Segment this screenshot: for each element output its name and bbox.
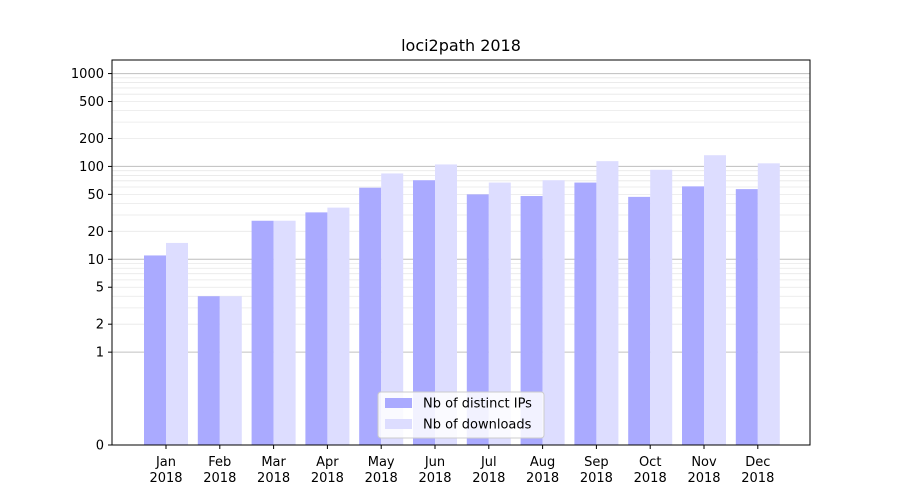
x-tick-label-month: Apr	[316, 455, 339, 470]
bar-distinct-ips-4	[359, 187, 382, 445]
x-tick-label-year: 2018	[149, 471, 182, 486]
x-tick-label-month: Jun	[424, 455, 445, 470]
bar-distinct-ips-9	[628, 196, 651, 445]
legend-box	[377, 391, 545, 439]
x-axis: Jan2018Feb2018Mar2018Apr2018May2018Jun20…	[149, 445, 774, 486]
x-tick-label-month: Aug	[530, 455, 555, 470]
x-tick-label-month: Sep	[584, 455, 609, 470]
bar-downloads-10	[704, 155, 726, 445]
plot-frame	[111, 59, 811, 446]
x-tick-label-month: Nov	[691, 455, 717, 470]
bar-downloads-9	[650, 169, 673, 445]
bar-distinct-ips-3	[305, 212, 328, 445]
bar-distinct-ips-7	[520, 196, 543, 445]
legend-swatch	[385, 398, 412, 408]
x-tick-label-year: 2018	[365, 471, 398, 486]
x-tick-label-year: 2018	[418, 471, 451, 486]
bar-downloads-1	[219, 296, 242, 445]
chart-title: loci2path 2018	[401, 36, 521, 55]
x-tick-label-month: Jan	[155, 455, 176, 470]
x-tick-label-month: Jul	[480, 455, 497, 470]
x-tick-label-year: 2018	[311, 471, 344, 486]
y-tick-label: 1	[96, 346, 104, 361]
bar-distinct-ips-2	[251, 220, 274, 445]
legend-label: Nb of downloads	[423, 418, 532, 433]
x-tick-label-month: Oct	[639, 455, 661, 470]
y-tick-label: 0	[96, 439, 104, 454]
x-tick-label-year: 2018	[526, 471, 559, 486]
bar-downloads-7	[542, 180, 565, 445]
x-tick-label-year: 2018	[687, 471, 720, 486]
legend: Nb of distinct IPs Nb of downloads	[377, 391, 545, 439]
y-tick-label: 100	[79, 160, 104, 175]
y-tick-label: 1000	[71, 67, 104, 82]
legend-swatch	[385, 419, 412, 429]
y-tick-label: 2	[96, 318, 104, 333]
bar-distinct-ips-10	[682, 186, 704, 445]
x-tick-label-year: 2018	[203, 471, 236, 486]
bar-downloads-3	[327, 207, 350, 445]
bar-downloads-6	[488, 182, 511, 445]
bar-distinct-ips-8	[574, 182, 597, 445]
bar-downloads-4	[381, 173, 404, 446]
bar-downloads-8	[596, 161, 619, 446]
x-tick-label-year: 2018	[634, 471, 667, 486]
bar-downloads-2	[273, 220, 296, 445]
y-axis: 0 1 2 5 10 20 50 100 200 500 1000	[71, 67, 112, 454]
legend-label: Nb of distinct IPs	[423, 397, 532, 412]
bar-downloads-0	[166, 242, 188, 445]
x-tick-label-year: 2018	[580, 471, 613, 486]
bar-distinct-ips-6	[466, 194, 489, 445]
bars	[144, 155, 780, 446]
y-tick-label: 5	[96, 281, 104, 296]
bar-downloads-5	[435, 164, 457, 446]
x-tick-label-month: May	[368, 455, 395, 470]
x-tick-label-month: Feb	[208, 455, 231, 470]
y-tick-label: 10	[87, 253, 104, 268]
x-tick-label-month: Dec	[745, 455, 770, 470]
x-tick-label-month: Mar	[261, 455, 286, 470]
bar-distinct-ips-1	[197, 296, 220, 445]
y-tick-label: 20	[87, 225, 104, 240]
bar-distinct-ips-0	[144, 255, 166, 445]
bar-distinct-ips-11	[735, 189, 758, 445]
y-tick-label: 50	[87, 188, 104, 203]
x-tick-label-year: 2018	[472, 471, 505, 486]
y-tick-label: 200	[79, 132, 104, 147]
bar-downloads-11	[757, 163, 780, 445]
bar-distinct-ips-5	[413, 180, 435, 445]
x-tick-label-year: 2018	[257, 471, 290, 486]
y-tick-label: 500	[79, 95, 104, 110]
x-tick-label-year: 2018	[741, 471, 774, 486]
